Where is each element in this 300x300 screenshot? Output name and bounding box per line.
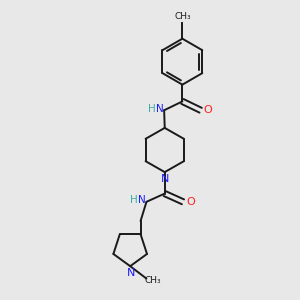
Text: CH₃: CH₃ <box>145 276 161 285</box>
Text: CH₃: CH₃ <box>174 11 191 20</box>
Text: O: O <box>186 197 195 207</box>
Text: N: N <box>156 104 164 114</box>
Text: N: N <box>138 195 146 205</box>
Text: H: H <box>130 195 138 205</box>
Text: N: N <box>160 174 169 184</box>
Text: H: H <box>148 104 156 114</box>
Text: O: O <box>204 105 212 115</box>
Text: N: N <box>127 268 135 278</box>
